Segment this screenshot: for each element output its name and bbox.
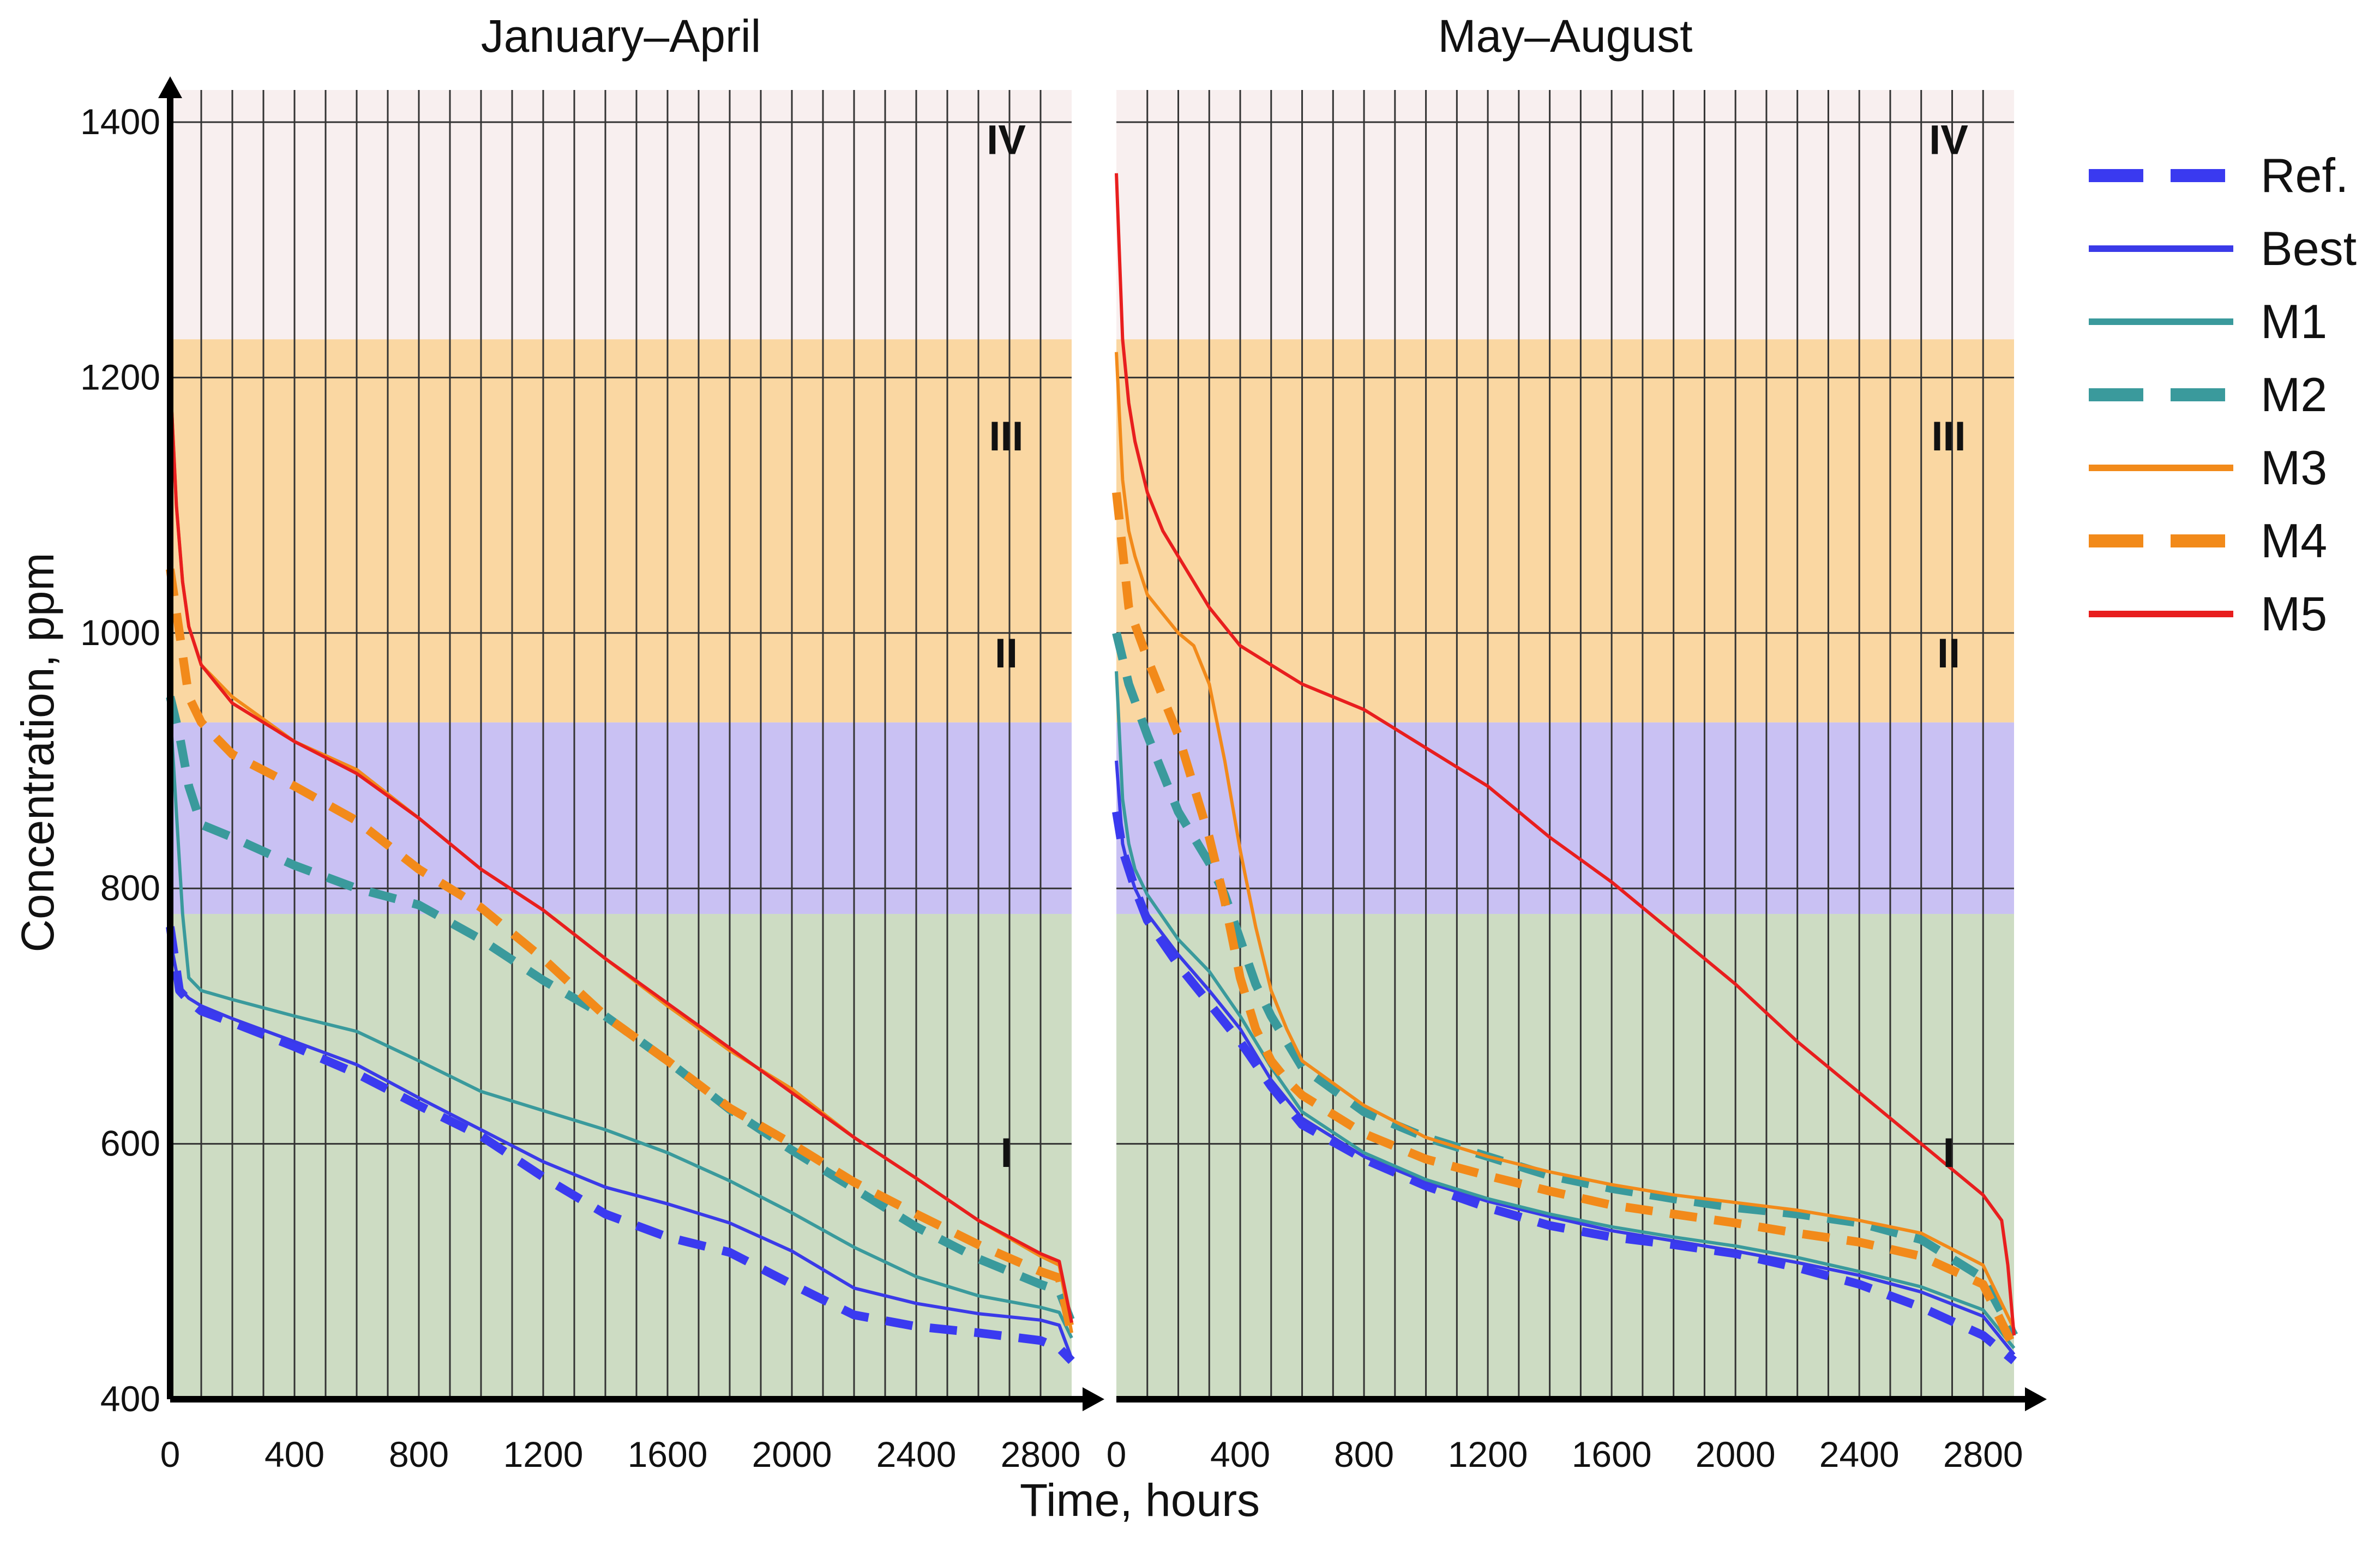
- legend-item-m5: M5: [2089, 587, 2327, 641]
- x-tick-label: 2400: [876, 1434, 957, 1474]
- zone-band-i: [170, 914, 1072, 1399]
- y-axis-arrow: [158, 76, 182, 98]
- legend-item-m4: M4: [2089, 514, 2327, 568]
- series-line-best: [1115, 760, 2016, 1356]
- x-tick-label: 2800: [1943, 1434, 2023, 1474]
- zone-band-ii: [170, 633, 1072, 723]
- series-line-m1: [169, 709, 1073, 1339]
- zone-band-i: [1116, 914, 2014, 1399]
- x-tick-label: 1200: [503, 1434, 584, 1474]
- legend-label: Best: [2261, 221, 2357, 275]
- series-line-best: [169, 939, 1073, 1359]
- zone-band-iv: [170, 90, 1072, 340]
- zone-band-purple: [1116, 722, 2014, 914]
- legend-item-m2: M2: [2089, 368, 2327, 422]
- zone-band-iii: [170, 339, 1072, 633]
- legend-label: M5: [2261, 587, 2327, 641]
- y-tick-label: 1000: [80, 612, 160, 653]
- x-tick-label: 0: [160, 1434, 181, 1474]
- zone-band-purple: [170, 722, 1072, 914]
- x-tick-label: 800: [1334, 1434, 1394, 1474]
- y-axis-label: Concentration, ppm: [12, 552, 63, 952]
- legend: Ref. Best M1 M2 M3 M4 M5: [2089, 148, 2357, 641]
- series-line-m1: [1115, 671, 2016, 1350]
- panel-title: January–April: [481, 10, 761, 62]
- legend-label: M2: [2261, 368, 2327, 422]
- x-tick-label: 2000: [1696, 1434, 1776, 1474]
- panel-title: May–August: [1438, 10, 1693, 62]
- x-tick-label: 1200: [1448, 1434, 1528, 1474]
- series-line-m4: [1112, 492, 2018, 1350]
- legend-label: Ref.: [2261, 148, 2348, 202]
- y-tick-label: 1400: [80, 101, 160, 142]
- region-label-i: I: [1000, 1130, 1012, 1176]
- region-label-ii: II: [1937, 630, 1960, 677]
- zone-band-ii: [1116, 633, 2014, 723]
- series-line-m3: [1115, 352, 2016, 1330]
- series-line-m2: [1112, 631, 2018, 1338]
- legend-item-ref: Ref.: [2089, 148, 2348, 202]
- x-tick-label: 2800: [1001, 1434, 1081, 1474]
- legend-label: M4: [2261, 514, 2327, 568]
- x-tick-label: 2000: [752, 1434, 832, 1474]
- series-line-m5: [1115, 173, 2016, 1336]
- y-tick-label: 1200: [80, 357, 160, 397]
- legend-item-m1: M1: [2089, 294, 2327, 348]
- series-line-ref: [166, 926, 1075, 1364]
- region-label-iv: IV: [1929, 117, 1968, 164]
- series-line-m4: [166, 568, 1076, 1337]
- y-tick-label: 400: [100, 1379, 160, 1419]
- region-label-iv: IV: [987, 117, 1026, 164]
- y-tick-label: 800: [100, 868, 160, 908]
- region-label-iii: III: [989, 413, 1023, 460]
- x-axis-label: Time, hours: [1020, 1474, 1260, 1526]
- legend-item-m3: M3: [2089, 441, 2327, 495]
- region-label-i: I: [1943, 1130, 1954, 1176]
- x-tick-label: 800: [389, 1434, 449, 1474]
- region-label-iii: III: [1931, 413, 1966, 460]
- zone-band-iv: [1116, 90, 2014, 340]
- series-line-m5: [169, 377, 1073, 1323]
- x-tick-label: 1600: [1572, 1434, 1652, 1474]
- x-tick-label: 400: [265, 1434, 324, 1474]
- x-tick-label: 0: [1107, 1434, 1127, 1474]
- y-tick-label: 600: [100, 1123, 160, 1164]
- x-axis-arrow: [1083, 1387, 1104, 1411]
- legend-label: M1: [2261, 294, 2327, 348]
- x-tick-label: 1600: [628, 1434, 708, 1474]
- x-tick-label: 2400: [1819, 1434, 1900, 1474]
- x-tick-label: 400: [1210, 1434, 1270, 1474]
- x-axis-arrow: [2025, 1387, 2047, 1411]
- legend-item-best: Best: [2089, 221, 2357, 275]
- region-label-ii: II: [995, 630, 1018, 677]
- zone-band-iii: [1116, 339, 2014, 633]
- series-line-m2: [166, 696, 1076, 1325]
- legend-label: M3: [2261, 441, 2327, 495]
